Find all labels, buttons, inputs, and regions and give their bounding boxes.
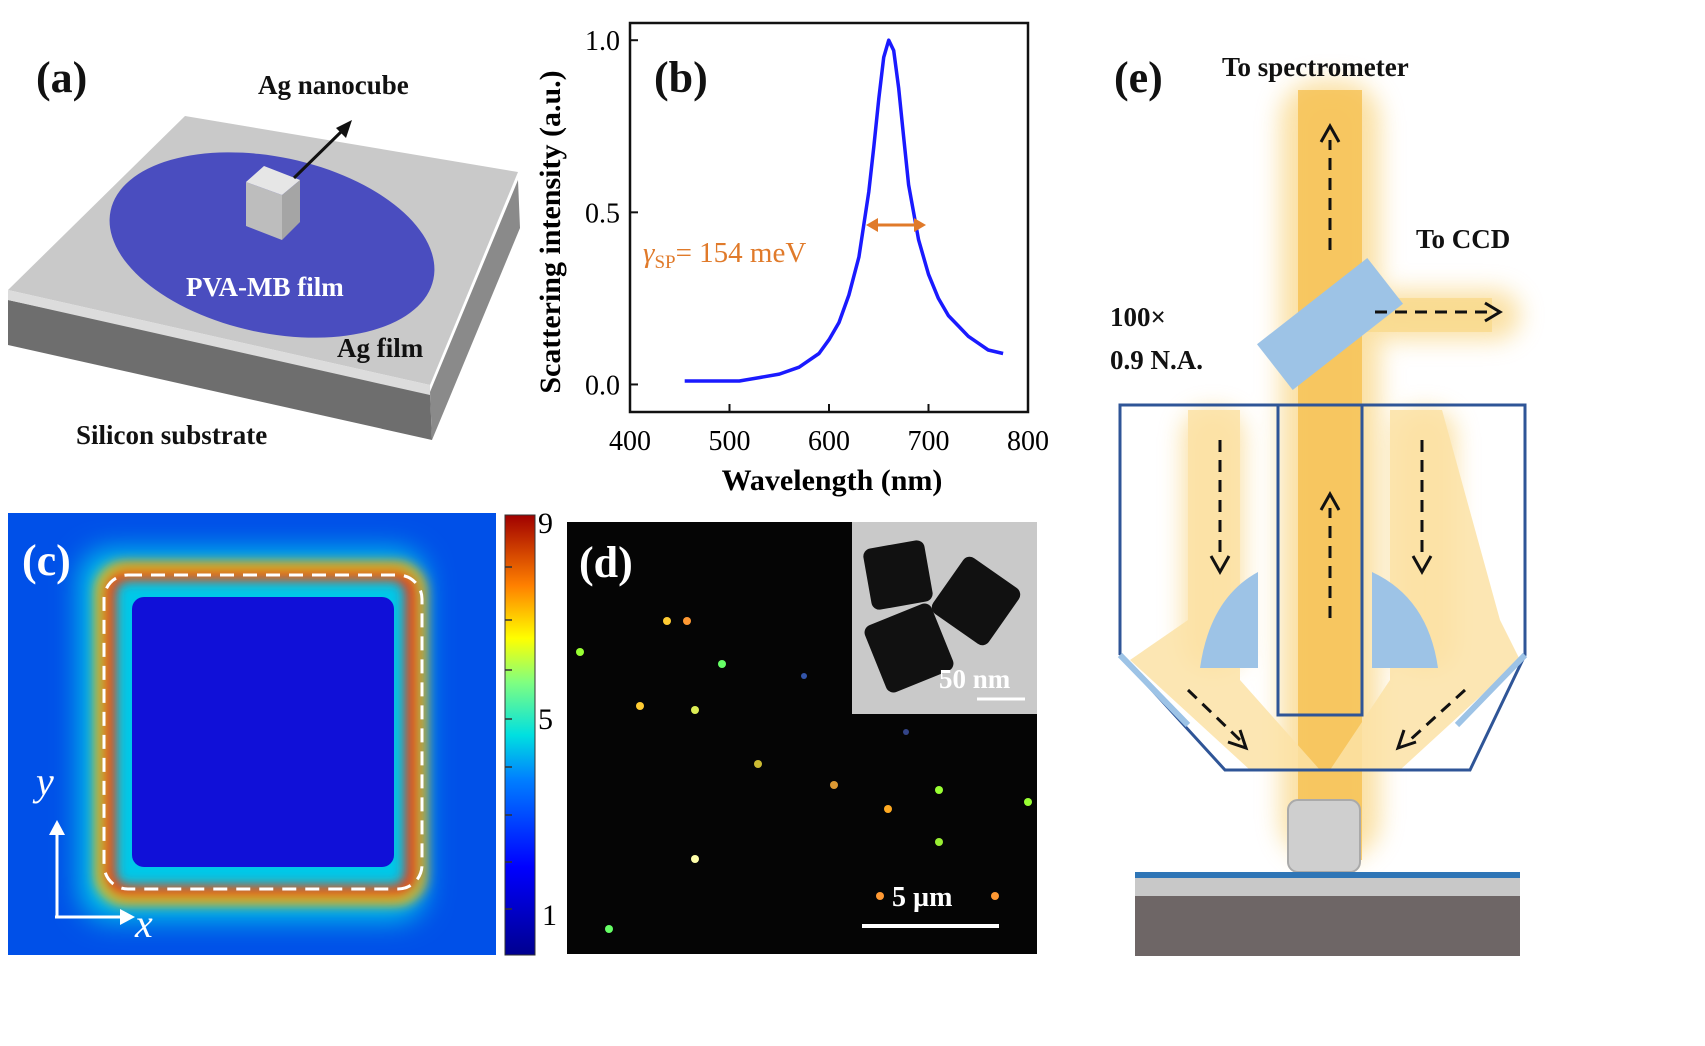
- inset-scale-label: 50 nm: [939, 664, 1011, 694]
- colorbar: [504, 514, 536, 956]
- x-axis-arrowhead: [120, 909, 135, 925]
- cube-outline: [102, 573, 424, 891]
- substrate-label: Silicon substrate: [76, 420, 268, 450]
- left-mirror: [1117, 652, 1191, 728]
- arrowheads: [1209, 122, 1503, 751]
- nanocube-right: [282, 180, 300, 240]
- substrate-side-right: [430, 180, 520, 440]
- x-axis-label: Wavelength (nm): [722, 464, 943, 497]
- x-tick-label: 800: [1007, 426, 1049, 457]
- panel-b-label: (b): [654, 53, 708, 102]
- linewidth-value: = 154 meV: [676, 237, 807, 269]
- panel-d-label: (d): [579, 538, 633, 587]
- scale-label: 5 µm: [892, 882, 952, 913]
- right-illumination: [1330, 410, 1520, 770]
- y-axis-arrowhead: [49, 820, 65, 835]
- tem-nanocubes: [863, 540, 1021, 693]
- sample-film-layer: [1135, 872, 1520, 878]
- fwhm-arrowhead-left: [866, 218, 878, 232]
- colorbar-tick-mid: 5: [538, 703, 553, 736]
- substrate-side-front: [8, 300, 432, 440]
- linewidth-annotation: γSP= 154 meV: [643, 237, 806, 273]
- ag-film-edge: [8, 290, 430, 395]
- y-tick-label: 0.0: [585, 370, 620, 401]
- scattering-spectrum-chart: Scattering intensity (a.u.) Wavelength (…: [534, 21, 1049, 497]
- fwhm-arrowhead-right: [914, 218, 926, 232]
- panel-b: Scattering intensity (a.u.) Wavelength (…: [530, 0, 1090, 510]
- magnification-label: 100×: [1110, 302, 1166, 332]
- sample-schematic: [8, 116, 520, 440]
- inner-tube: [1276, 403, 1364, 717]
- axis-y-label: y: [32, 759, 54, 804]
- panel-d: 50 nm 5 µm (d): [567, 522, 1037, 954]
- right-mirror: [1454, 652, 1528, 728]
- y-axis-label: Scattering intensity (a.u.): [534, 70, 567, 393]
- map-cube-interior: [132, 597, 394, 867]
- y-tick-label: 0.5: [585, 198, 620, 229]
- panel-e-label: (e): [1114, 53, 1163, 102]
- colorbar-ticks: [505, 566, 512, 910]
- panel-a: (a) Ag nanocube PVA-MB film Ag film Sili…: [0, 0, 560, 500]
- sample-nanocube: [1287, 799, 1361, 873]
- series-spectrum-line: [684, 38, 1004, 383]
- panel-c-label: (c): [22, 536, 71, 585]
- spectrometer-label: To spectrometer: [1222, 52, 1409, 82]
- sample-substrate: [1135, 896, 1520, 956]
- ag-film-label: Ag film: [337, 333, 424, 363]
- nanoparticle-spots: [576, 617, 1032, 933]
- left-illumination: [1130, 410, 1320, 770]
- gamma-symbol: γ: [643, 237, 656, 269]
- light-path-arrows: [1186, 140, 1490, 742]
- nanocube-front: [246, 182, 282, 240]
- ccd-label: To CCD: [1416, 224, 1511, 254]
- panel-a-label: (a): [36, 53, 88, 102]
- nanocube-arrow: [292, 126, 347, 180]
- colorbar-tick-min: 1: [542, 899, 557, 932]
- gamma-subscript: SP: [654, 252, 675, 273]
- panel-e: (e) To spectrometer To CCD 100× 0.9 N.A.: [1100, 0, 1705, 1041]
- nanocube-top: [246, 166, 300, 195]
- x-tick-label: 400: [609, 426, 651, 457]
- darkfield-image: 50 nm 5 µm: [576, 522, 1037, 933]
- sample-ag-layer: [1135, 878, 1520, 896]
- film-label: PVA-MB film: [186, 272, 344, 302]
- x-tick-label: 600: [808, 426, 850, 457]
- left-lens: [1200, 572, 1258, 668]
- pva-mb-film: [109, 152, 435, 338]
- right-lens: [1372, 572, 1438, 668]
- y-tick-label: 1.0: [585, 26, 620, 57]
- colorbar-tick-max: 9: [538, 507, 553, 540]
- nanocube-label: Ag nanocube: [258, 70, 409, 100]
- nanocube-arrowhead: [336, 120, 352, 138]
- axis-x-label: x: [134, 901, 153, 946]
- map-hot-ring: [101, 566, 420, 900]
- field-enhancement-map: y x 9 5 1: [8, 507, 557, 956]
- x-tick-label: 500: [709, 426, 751, 457]
- numerical-aperture-label: 0.9 N.A.: [1110, 345, 1203, 375]
- beam-splitter: [1256, 258, 1404, 390]
- panel-c: y x 9 5 1 (c): [0, 505, 560, 1041]
- optical-setup-diagram: [1117, 80, 1528, 956]
- x-tick-label: 700: [908, 426, 950, 457]
